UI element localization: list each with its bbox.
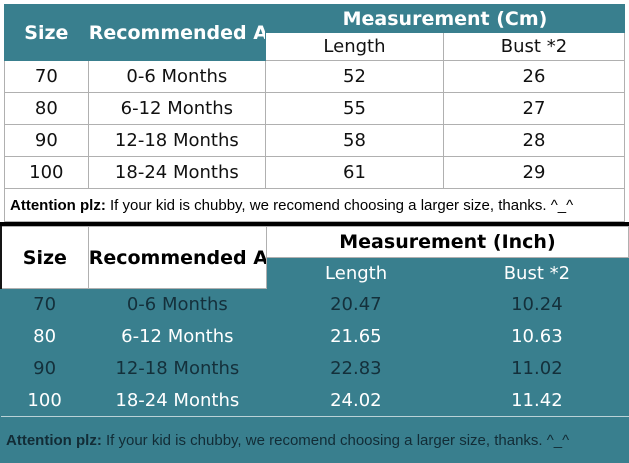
table-row: 70 0-6 Months 52 26 bbox=[4, 60, 626, 93]
cm-size-value: 100 bbox=[4, 156, 89, 189]
table-row: 100 18-24 Months 24.02 11.42 bbox=[1, 384, 629, 417]
inch-age-value: 18-24 Months bbox=[88, 384, 267, 417]
cm-header-row-1: Size Recommended Age Measurement (Cm) bbox=[4, 4, 625, 61]
cm-age-value: 0-6 Months bbox=[87, 60, 267, 93]
cm-header-size: Size bbox=[4, 4, 89, 61]
cm-size-value: 90 bbox=[4, 124, 89, 157]
cm-header-length: Length bbox=[265, 32, 444, 61]
inch-size-value: 80 bbox=[1, 320, 89, 353]
inch-bust-value: 10.24 bbox=[445, 288, 629, 321]
size-table-cm: Size Recommended Age Measurement (Cm) Le… bbox=[4, 4, 626, 222]
table-row: 80 6-12 Months 21.65 10.63 bbox=[1, 320, 629, 353]
cm-header-measurement: Measurement (Cm) bbox=[265, 4, 625, 33]
cm-length-value: 52 bbox=[265, 60, 444, 93]
cm-header-bust: Bust *2 bbox=[442, 32, 626, 61]
cm-age-value: 6-12 Months bbox=[87, 92, 267, 125]
size-table-inch: Size Recommended Age Measurement (Inch) … bbox=[0, 226, 629, 463]
inch-length-value: 24.02 bbox=[266, 384, 446, 417]
inch-age-value: 0-6 Months bbox=[88, 288, 267, 321]
inch-header-size: Size bbox=[0, 226, 89, 289]
table-row: 80 6-12 Months 55 27 bbox=[4, 92, 626, 125]
inch-header-row-2: Length Bust *2 bbox=[1, 257, 629, 289]
cm-size-value: 70 bbox=[4, 60, 89, 93]
cm-length-value: 55 bbox=[265, 92, 444, 125]
cm-age-value: 12-18 Months bbox=[87, 124, 267, 157]
inch-bust-value: 10.63 bbox=[445, 320, 629, 353]
inch-size-value: 90 bbox=[1, 352, 89, 385]
inch-length-value: 20.47 bbox=[266, 288, 446, 321]
inch-size-value: 70 bbox=[1, 288, 89, 321]
inch-header-measurement: Measurement (Inch) bbox=[265, 226, 629, 258]
table-row: 90 12-18 Months 58 28 bbox=[4, 124, 626, 157]
table-row: 90 12-18 Months 22.83 11.02 bbox=[1, 352, 629, 385]
cm-length-value: 58 bbox=[265, 124, 444, 157]
divider-line bbox=[0, 222, 629, 226]
inch-header-bust: Bust *2 bbox=[445, 257, 629, 289]
cm-header-age: Recommended Age bbox=[87, 4, 267, 61]
cm-bust-value: 27 bbox=[442, 92, 626, 125]
attention-label: Attention plz: bbox=[6, 432, 102, 450]
cm-bust-value: 28 bbox=[442, 124, 626, 157]
attention-note: Attention plz: If your kid is chubby, we… bbox=[4, 188, 625, 222]
inch-bust-value: 11.02 bbox=[445, 352, 629, 385]
inch-age-value: 12-18 Months bbox=[88, 352, 267, 385]
inch-size-value: 100 bbox=[1, 384, 89, 417]
attention-text: If your kid is chubby, we recomend choos… bbox=[105, 196, 574, 214]
attention-label: Attention plz: bbox=[10, 196, 106, 214]
cm-length-value: 61 bbox=[265, 156, 444, 189]
cm-bust-value: 26 bbox=[442, 60, 626, 93]
inch-bust-value: 11.42 bbox=[445, 384, 629, 417]
cm-attention-row: Attention plz: If your kid is chubby, we… bbox=[4, 188, 625, 222]
cm-header-row-2: Length Bust *2 bbox=[5, 32, 626, 61]
cm-bust-value: 29 bbox=[442, 156, 626, 189]
inch-header-length: Length bbox=[266, 257, 446, 289]
inch-section: Size Recommended Age Measurement (Inch) … bbox=[0, 226, 629, 463]
inch-attention-row: Attention plz: If your kid is chubby, we… bbox=[1, 416, 629, 463]
inch-header-row-1: Size Recommended Age Measurement (Inch) bbox=[0, 226, 629, 289]
inch-header-age: Recommended Age bbox=[87, 226, 267, 289]
inch-length-value: 22.83 bbox=[266, 352, 446, 385]
inch-age-value: 6-12 Months bbox=[88, 320, 267, 353]
table-row: 100 18-24 Months 61 29 bbox=[4, 156, 626, 189]
cm-age-value: 18-24 Months bbox=[87, 156, 267, 189]
attention-text: If your kid is chubby, we recomend choos… bbox=[101, 432, 570, 450]
cm-size-value: 80 bbox=[4, 92, 89, 125]
inch-length-value: 21.65 bbox=[266, 320, 446, 353]
attention-note: Attention plz: If your kid is chubby, we… bbox=[1, 416, 629, 463]
table-row: 70 0-6 Months 20.47 10.24 bbox=[1, 288, 629, 321]
